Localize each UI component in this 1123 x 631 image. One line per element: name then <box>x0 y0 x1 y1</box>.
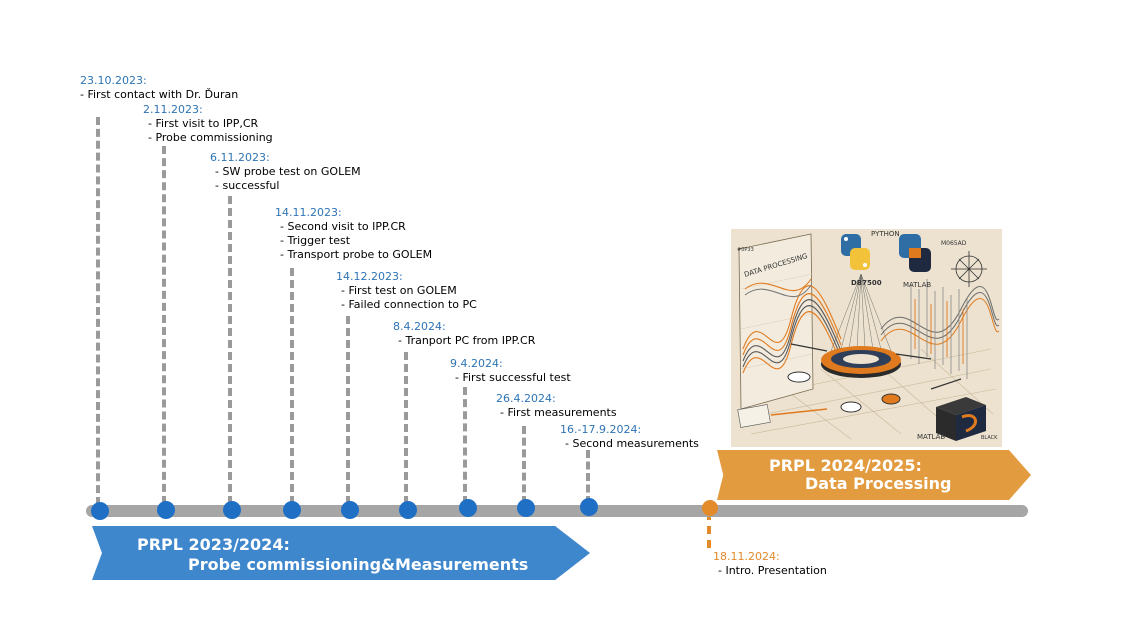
timeline-dot <box>223 501 241 519</box>
event-item: - Second visit to IPP.CR <box>280 220 406 233</box>
connector-line <box>228 196 232 504</box>
event-item: - Second measurements <box>565 437 699 450</box>
event-item: - Probe commissioning <box>148 131 273 144</box>
timeline-event: 8.4.2024: - Tranport PC from IPP.CR <box>393 320 535 348</box>
event-date: 2.11.2023: <box>143 103 203 116</box>
timeline-event: 9.4.2024: - First successful test <box>450 357 571 385</box>
event-date: 6.11.2023: <box>210 151 270 164</box>
event-item: - First test on GOLEM <box>341 284 457 297</box>
timeline-event-future: 18.11.2024: - Intro. Presentation <box>713 550 827 578</box>
timeline-dot <box>517 499 535 517</box>
phase-arrow-2023-2024: PRPL 2023/2024: Probe commissioning&Meas… <box>92 526 590 580</box>
timeline-event: 14.11.2023: - Second visit to IPP.CR - T… <box>275 206 432 262</box>
phase-title: PRPL 2024/2025: <box>769 456 922 475</box>
event-item: - First measurements <box>500 406 617 419</box>
timeline-dot <box>341 501 359 519</box>
phase-title: PRPL 2023/2024: <box>137 535 290 554</box>
timeline-event: 2.11.2023: - First visit to IPP,CR - Pro… <box>143 103 273 145</box>
event-item: - First contact with Dr. Ďuran <box>80 88 239 101</box>
event-date: 9.4.2024: <box>450 357 503 370</box>
connector-line <box>346 316 350 504</box>
connector-line <box>522 426 526 504</box>
timeline-dot <box>157 501 175 519</box>
event-item: - First successful test <box>455 371 571 384</box>
timeline-dot <box>283 501 301 519</box>
connector-line-future <box>707 512 711 548</box>
timeline-dot <box>91 502 109 520</box>
event-date: 8.4.2024: <box>393 320 446 333</box>
timeline-event: 26.4.2024: - First measurements <box>496 392 617 420</box>
event-item: - Transport probe to GOLEM <box>280 248 433 261</box>
phase-subtitle: Data Processing <box>805 474 952 493</box>
timeline-event: 6.11.2023: - SW probe test on GOLEM - su… <box>210 151 361 193</box>
timeline-dot <box>399 501 417 519</box>
event-item: - First visit to IPP,CR <box>148 117 259 130</box>
event-date: 16.-17.9.2024: <box>560 423 642 436</box>
timeline-dot <box>580 498 598 516</box>
illus-label: BLACK <box>981 435 998 441</box>
event-item: - successful <box>215 179 280 192</box>
phase-subtitle: Probe commissioning&Measurements <box>188 555 529 574</box>
connector-line <box>162 146 166 504</box>
phase-arrow-2024-2025: PRPL 2024/2025: Data Processing <box>717 450 1031 500</box>
illus-label: PYTHON <box>871 230 900 238</box>
timeline-axis <box>86 505 1028 517</box>
timeline-event: 14.12.2023: - First test on GOLEM - Fail… <box>336 270 477 312</box>
event-date: 23.10.2023: <box>80 74 147 87</box>
event-item: - Intro. Presentation <box>718 564 827 577</box>
connector-line <box>586 450 590 504</box>
event-date: 26.4.2024: <box>496 392 556 405</box>
timeline-dot-future <box>702 500 718 516</box>
connector-line <box>290 268 294 504</box>
illus-label: MATLAB <box>903 281 931 289</box>
event-date: 14.11.2023: <box>275 206 342 219</box>
event-date: 18.11.2024: <box>713 550 780 563</box>
illus-label: #0P33 <box>737 247 754 253</box>
data-processing-illustration: DATA PROCESSING PYTHON DB7500 MATLAB MAT… <box>731 229 1002 447</box>
event-date: 14.12.2023: <box>336 270 403 283</box>
connector-line <box>463 387 467 504</box>
connector-line <box>404 352 408 504</box>
illus-label: DB7500 <box>851 279 882 287</box>
timeline-dot <box>459 499 477 517</box>
event-item: - Failed connection to PC <box>341 298 477 311</box>
event-item: - SW probe test on GOLEM <box>215 165 361 178</box>
timeline-event: 16.-17.9.2024: - Second measurements <box>560 423 699 451</box>
timeline-event: 23.10.2023: - First contact with Dr. Ďur… <box>80 74 238 102</box>
illus-label: MATLAB <box>917 433 945 441</box>
event-item: - Tranport PC from IPP.CR <box>398 334 536 347</box>
event-item: - Trigger test <box>280 234 351 247</box>
illus-label: M065AD <box>941 240 967 247</box>
connector-line <box>96 117 100 505</box>
